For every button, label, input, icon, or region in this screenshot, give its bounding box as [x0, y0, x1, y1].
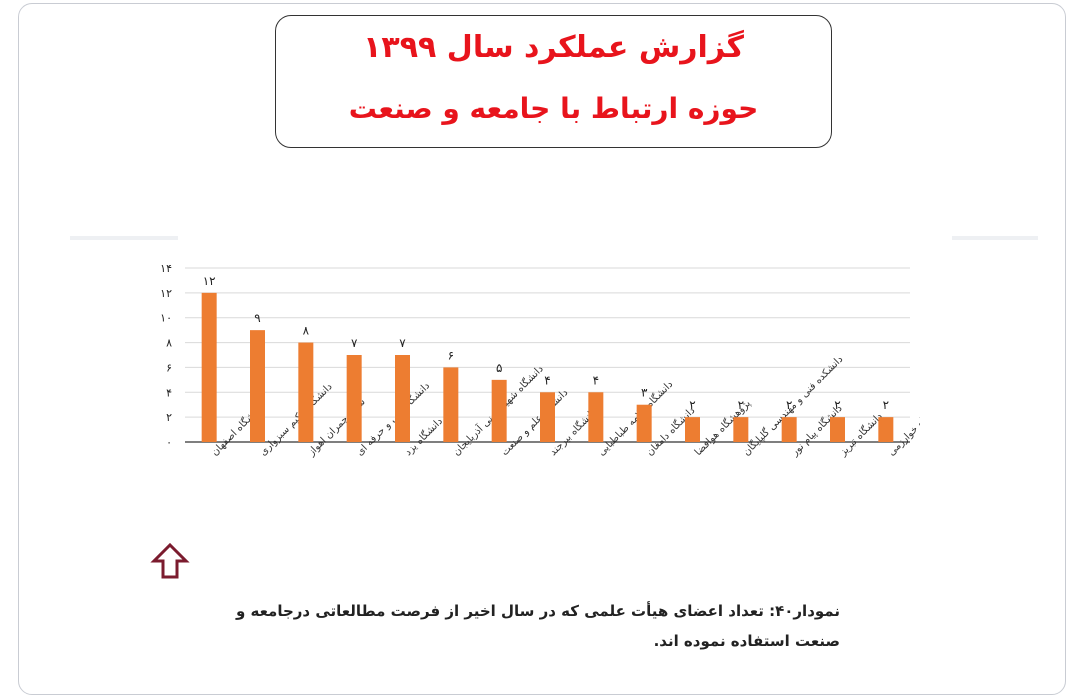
up-arrow-icon: [150, 543, 190, 579]
data-label: ۷: [351, 336, 358, 350]
data-label: ۲: [786, 398, 792, 412]
bar: [636, 404, 652, 442]
data-label: ۲: [834, 398, 840, 412]
bar: [588, 392, 604, 442]
divider-left: [70, 236, 178, 240]
data-label: ۹: [254, 311, 260, 325]
bar: [685, 417, 700, 442]
bar: [830, 417, 845, 442]
bar: [201, 292, 217, 442]
bar: [250, 330, 265, 442]
y-tick-label: ۱۰: [160, 312, 172, 325]
y-tick-label: ۶: [166, 361, 172, 374]
data-label: ۳: [641, 386, 648, 400]
y-tick-label: ۱۲: [160, 287, 172, 300]
data-label: ۷: [399, 336, 406, 350]
data-label: ۴: [593, 373, 599, 387]
data-label: ۵: [496, 361, 502, 375]
y-tick-label: ۰: [166, 436, 172, 449]
data-label: ۴: [544, 373, 550, 387]
report-title: گزارش عملکرد سال ۱۳۹۹: [363, 30, 744, 65]
bar: [733, 417, 749, 442]
bar: [443, 367, 459, 442]
data-label: ۲: [689, 398, 695, 412]
y-tick-label: ۱۴: [160, 262, 172, 275]
report-subtitle: حوزه ارتباط با جامعه و صنعت: [348, 92, 759, 125]
y-tick-label: ۸: [166, 337, 172, 350]
data-label: ۲: [883, 398, 889, 412]
caption-number: نمودار۴۰:: [769, 602, 840, 620]
chart-caption: نمودار۴۰: تعداد اعضای هیأت علمی که در سا…: [220, 596, 840, 656]
data-label: ۲: [738, 398, 744, 412]
title-box: گزارش عملکرد سال ۱۳۹۹ حوزه ارتباط با جام…: [275, 15, 832, 148]
data-label: ۱۲: [203, 274, 216, 288]
y-tick-label: ۴: [166, 386, 172, 399]
caption-text: تعداد اعضای هیأت علمی که در سال اخیر از …: [235, 602, 840, 650]
bar: [395, 355, 410, 442]
y-tick-label: ۲: [166, 411, 172, 424]
divider-right: [952, 236, 1038, 240]
bar: [491, 379, 507, 442]
data-label: ۶: [448, 348, 454, 362]
bar: [298, 342, 314, 442]
bar: [878, 417, 894, 442]
bar: [346, 355, 362, 442]
bar: [540, 392, 555, 442]
data-label: ۸: [303, 324, 310, 338]
bar: [781, 417, 797, 442]
